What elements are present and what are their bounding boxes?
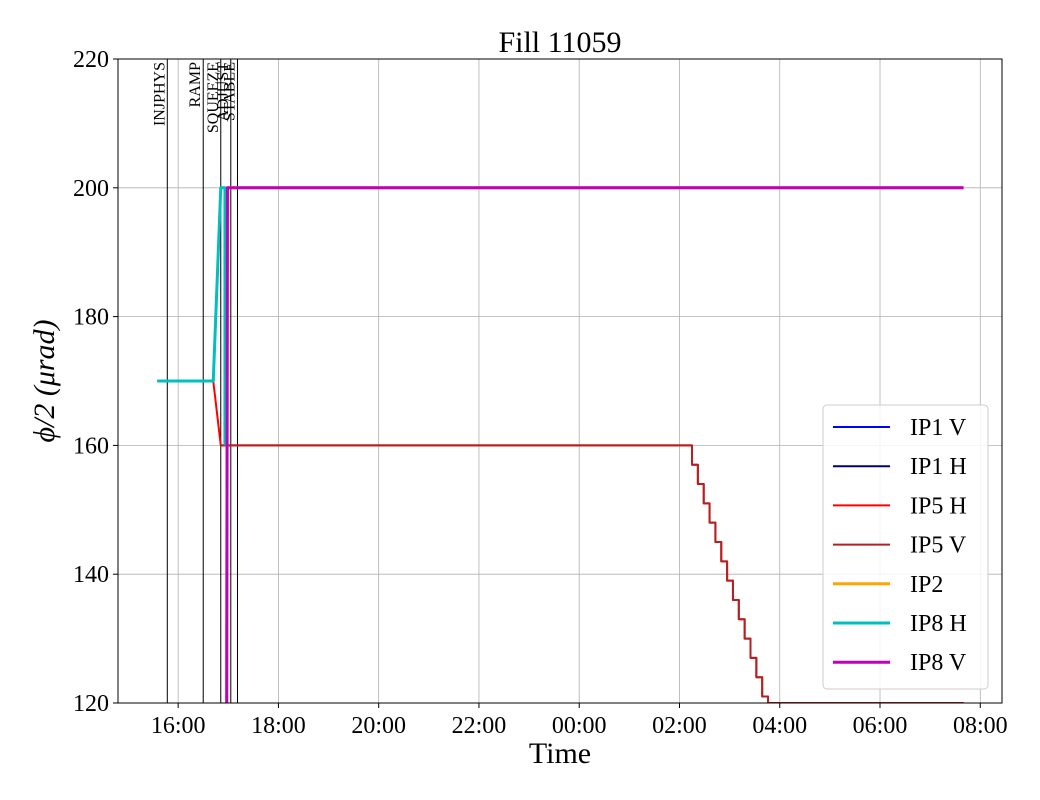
x-tick-label: 02:00 xyxy=(652,713,707,739)
y-tick-label: 120 xyxy=(73,691,109,717)
lines xyxy=(157,186,964,703)
y-tick-label: 140 xyxy=(73,562,109,588)
mode-label: STABLE xyxy=(221,62,238,121)
y-tick-label: 220 xyxy=(73,47,109,73)
legend-label: IP5 V xyxy=(910,533,967,559)
x-tick-label: 00:00 xyxy=(552,713,607,739)
plot-frame xyxy=(117,58,1003,704)
mode-label: SQUEEZE xyxy=(205,62,222,133)
series-line xyxy=(220,444,964,703)
series-line xyxy=(157,186,227,446)
legend: IP1 V IP1 H IP5 H IP5 V IP2 IP8 H IP8 V xyxy=(822,404,989,690)
x-tick-label: 16:00 xyxy=(151,713,206,739)
ticks: 120 140 160 180 200 220 16:00 18:00 20:00 22:00 00… xyxy=(73,47,1008,739)
y-tick-label: 160 xyxy=(73,433,109,459)
y-tick-label: 200 xyxy=(73,176,109,202)
legend-label: IP2 xyxy=(910,572,943,598)
chart-title: Fill 11059 xyxy=(498,26,621,59)
x-axis-label: Time xyxy=(529,737,591,770)
y-axis-label: ϕ/2 (μrad) xyxy=(28,319,61,442)
x-tick-label: 08:00 xyxy=(953,713,1008,739)
mode-label: ADJUST xyxy=(215,62,232,122)
x-tick-label: 20:00 xyxy=(351,713,406,739)
x-tick-label: 18:00 xyxy=(251,713,306,739)
mode-label: RAMP xyxy=(187,62,204,107)
mode-label: INJPHYS xyxy=(151,62,168,126)
legend-label: IP1 V xyxy=(910,415,967,441)
legend-box xyxy=(822,404,989,690)
y-tick-label: 180 xyxy=(73,305,109,331)
series-line xyxy=(225,186,964,703)
x-tick-label: 04:00 xyxy=(752,713,807,739)
x-tick-label: 06:00 xyxy=(853,713,908,739)
legend-label: IP1 H xyxy=(910,454,967,480)
legend-label: IP5 H xyxy=(910,493,967,519)
legend-label: IP8 V xyxy=(910,650,967,676)
legend-label: IP8 H xyxy=(910,611,967,637)
x-tick-label: 22:00 xyxy=(452,713,507,739)
